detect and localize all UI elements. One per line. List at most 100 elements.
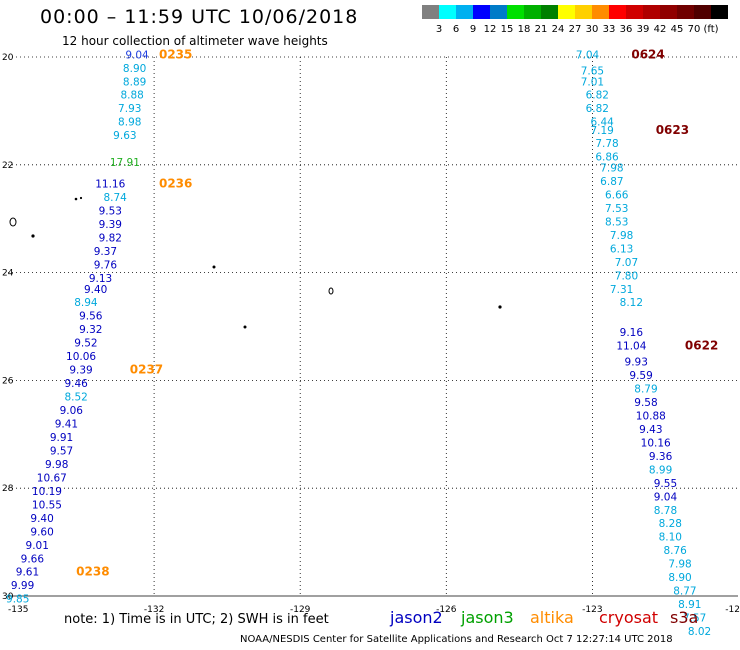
wave-height-value: 6.44	[590, 117, 614, 129]
track-altimeter-light: 8.908.898.887.938.989.638.748.948.529.85…	[6, 49, 711, 638]
wave-height-value: 7.98	[610, 230, 633, 242]
wave-height-value: 8.53	[605, 216, 628, 228]
track-jason2: 11.169.539.399.829.379.769.139.409.569.3…	[11, 179, 678, 593]
island-dot	[74, 197, 78, 201]
wave-height-value: 17.91	[110, 157, 140, 169]
wave-height-value: 9.53	[99, 206, 122, 218]
legend-label: 39	[636, 24, 650, 35]
wave-height-value: 8.88	[120, 90, 143, 102]
wave-height-value: 6.13	[610, 243, 633, 255]
legend-label: 18	[517, 24, 531, 35]
legend-swatch	[660, 5, 677, 19]
altimeter-tracks: 11.169.539.399.829.379.769.139.409.569.3…	[6, 49, 711, 638]
wave-height-value: 11.04	[616, 340, 646, 352]
wave-height-value: 9.01	[26, 540, 49, 552]
wave-height-value: 9.93	[625, 357, 648, 369]
wave-height-value: 8.10	[659, 532, 682, 544]
wave-height-value: 10.06	[66, 351, 96, 363]
wave-height-value: 8.98	[118, 117, 141, 129]
legend-swatch	[711, 5, 728, 19]
legend-swatch	[541, 5, 558, 19]
legend-label: 3	[435, 24, 443, 35]
map-title: 00:00 – 11:59 UTC 10/06/2018	[40, 6, 359, 28]
legend-label: 42	[653, 24, 667, 35]
legend-swatch	[473, 5, 490, 19]
wave-height-value: 9.46	[64, 378, 88, 390]
island-dot	[79, 196, 83, 200]
wave-height-value: 8.91	[678, 599, 701, 611]
wave-height-value: 8.78	[654, 505, 677, 517]
island-dot	[212, 265, 216, 269]
wave-height-value: 8.28	[659, 518, 682, 530]
wave-height-value: 6.87	[600, 176, 623, 188]
satellite-label-jason3: jason3	[461, 608, 514, 627]
latitude-tick-label: 30	[2, 592, 14, 602]
wave-height-value: 8.94	[74, 297, 98, 309]
pass-time-label: 0238	[76, 565, 109, 579]
island-dot	[31, 234, 35, 238]
legend-swatch	[490, 5, 507, 19]
wave-height-value: 7.19	[590, 125, 613, 137]
track-altika-top: 9.04	[125, 49, 149, 61]
legend-swatch	[694, 5, 711, 19]
wave-height-value: 9.39	[69, 365, 92, 377]
wave-height-value: 8.90	[668, 572, 691, 584]
wave-height-value: 9.32	[79, 324, 102, 336]
wave-height-value: 9.99	[11, 580, 34, 592]
latitude-tick-label: 26	[2, 376, 14, 386]
legend-swatch	[507, 5, 524, 19]
wave-height-value: 9.60	[30, 526, 53, 538]
wave-height-value: 11.16	[95, 179, 125, 191]
wave-height-value: 10.55	[32, 499, 62, 511]
longitude-tick-label: -12	[725, 605, 740, 615]
longitude-tick-label: -135	[8, 605, 28, 615]
legend-label: 70	[687, 24, 701, 35]
wave-height-value: 8.02	[688, 626, 711, 638]
legend-swatch	[422, 5, 439, 19]
wave-height-value: 9.61	[16, 567, 39, 579]
wave-height-value: 7.04	[576, 49, 600, 61]
legend-label: 33	[602, 24, 616, 35]
wave-height-value: 6.82	[586, 103, 609, 115]
legend-label: (ft)	[703, 24, 719, 35]
wave-height-value: 7.98	[668, 559, 691, 571]
wave-height-value: 9.36	[649, 451, 673, 463]
legend-label: 30	[585, 24, 599, 35]
wave-height-value: 10.19	[32, 486, 62, 498]
wave-height-value: 9.06	[60, 405, 84, 417]
footnote: note: 1) Time is in UTC; 2) SWH is in fe…	[64, 612, 329, 627]
wave-height-value: 9.57	[50, 445, 73, 457]
wave-height-value: 6.66	[605, 189, 629, 201]
legend-swatch	[456, 5, 473, 19]
wave-height-value: 9.37	[94, 246, 117, 258]
legend-label: 9	[469, 24, 477, 35]
wave-height-value: 8.77	[673, 586, 696, 598]
track-jason3: 17.91	[110, 157, 140, 169]
wave-height-value: 8.89	[123, 76, 146, 88]
wave-height-value: 10.16	[641, 437, 671, 449]
wave-height-value: 7.93	[118, 103, 141, 115]
legend-label: 24	[551, 24, 565, 35]
wave-height-value: 9.40	[30, 513, 53, 525]
wave-height-value: 7.65	[581, 65, 604, 77]
latitude-tick-label: 28	[2, 484, 14, 494]
wave-height-value: 9.55	[654, 478, 677, 490]
wave-height-value: 9.63	[113, 130, 136, 142]
legend-swatch	[592, 5, 609, 19]
pass-time-label: 0622	[685, 338, 718, 352]
legend-label: 12	[483, 24, 497, 35]
legend-swatch	[558, 5, 575, 19]
legend-label: 15	[500, 24, 514, 35]
wave-height-value: 10.88	[636, 410, 666, 422]
wave-height-value: 9.85	[6, 594, 29, 606]
wave-height-value: 9.16	[620, 327, 644, 339]
island-outline	[328, 287, 334, 295]
legend-label: 27	[568, 24, 582, 35]
latitude-axis: 20 22 24 26 28 30	[2, 53, 14, 602]
legend-swatch	[609, 5, 626, 19]
wave-height-value: 8.74	[103, 192, 127, 204]
pass-time-label: 0237	[130, 363, 163, 377]
legend-swatch	[677, 5, 694, 19]
wave-height-value: 7.80	[615, 270, 638, 282]
